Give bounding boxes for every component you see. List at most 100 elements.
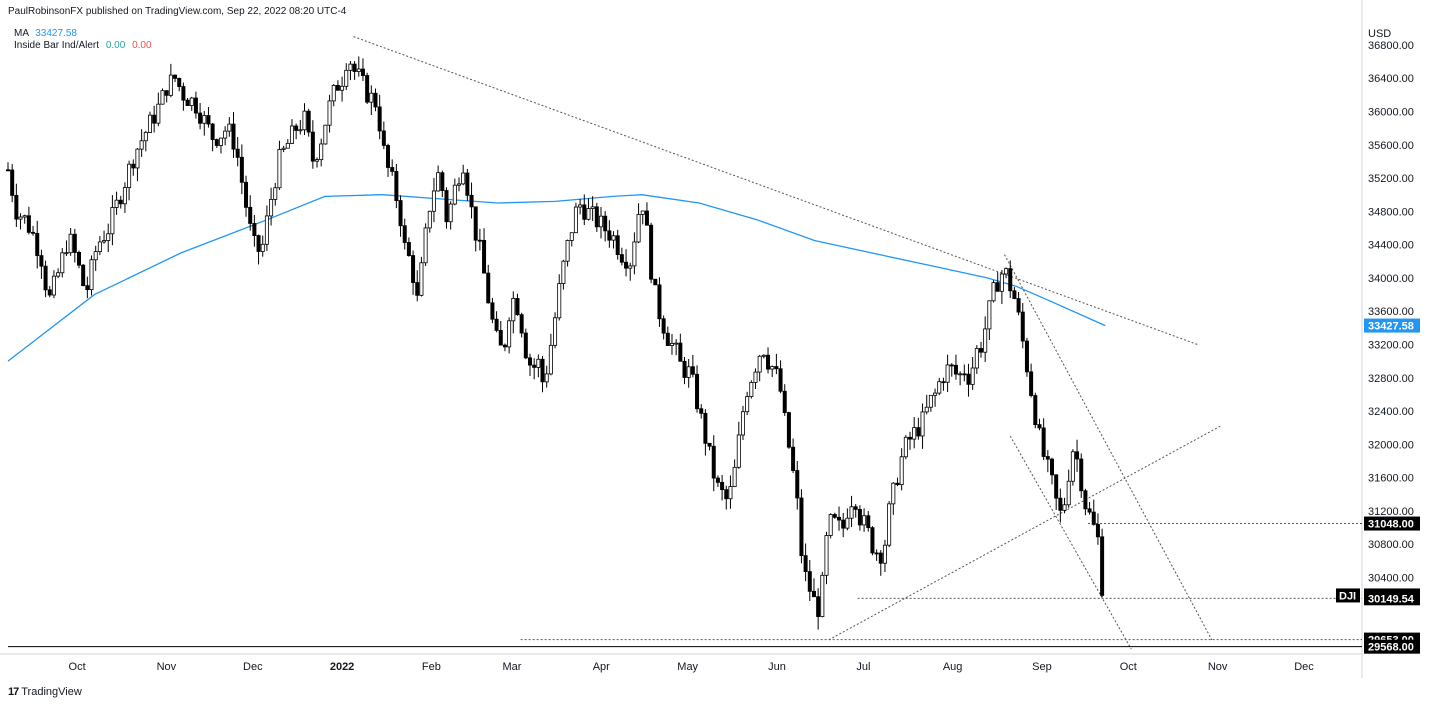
candle-body — [695, 373, 700, 410]
candle-body — [310, 131, 315, 162]
candle-body — [966, 373, 971, 385]
candle-body — [632, 241, 637, 267]
candle-body — [22, 215, 27, 218]
candle-body — [544, 373, 549, 383]
candle-body — [937, 381, 942, 394]
candle-body — [528, 357, 533, 366]
level-30149-tag[interactable] — [1364, 591, 1420, 606]
candle-body — [352, 63, 357, 72]
y-tick-label: 32800.00 — [1368, 373, 1414, 385]
candle-body — [152, 114, 157, 124]
candle-body — [657, 284, 662, 320]
candle-body — [31, 231, 36, 234]
candle-body — [799, 497, 804, 557]
upper-downtrend-line[interactable] — [353, 36, 1198, 345]
ma-label: MA — [14, 28, 29, 39]
candle-body — [81, 264, 86, 287]
candle-body — [995, 282, 1000, 292]
candle-body — [540, 358, 545, 383]
candle-body — [841, 519, 846, 529]
tradingview-logo-icon: 17 — [8, 686, 19, 698]
candle-body — [427, 210, 432, 229]
y-tick-label: 36800.00 — [1368, 40, 1414, 52]
candle-body — [168, 74, 173, 96]
candle-body — [68, 233, 73, 254]
candle-body — [319, 143, 324, 161]
candle-body — [498, 330, 503, 346]
candle-body — [344, 69, 349, 87]
candle-body — [35, 232, 40, 257]
candle-body — [1041, 427, 1046, 457]
candle-body — [97, 241, 102, 253]
candle-body — [327, 100, 332, 126]
inside-bar-label: Inside Bar Ind/Alert — [14, 40, 100, 51]
candle-body — [649, 224, 654, 280]
candle-body — [933, 392, 938, 396]
symbol-tag[interactable] — [1336, 588, 1360, 603]
moving-average-line — [7, 194, 1106, 362]
candle-body — [920, 411, 925, 437]
x-tick-label: Nov — [157, 661, 177, 673]
candle-body — [64, 252, 69, 255]
level-31048-tag[interactable] — [1364, 516, 1420, 531]
symbol-tag-label: DJI — [1339, 590, 1356, 602]
tradingview-logo-text: TradingView — [21, 686, 82, 698]
candle-body — [106, 233, 111, 241]
candle-body — [218, 137, 223, 146]
candle-body — [824, 535, 829, 576]
candle-body — [699, 408, 704, 414]
candle-body — [644, 210, 649, 226]
inside-bar-legend[interactable]: Inside Bar Ind/Alert 0.00 0.00 — [14, 40, 152, 51]
candle-body — [882, 544, 887, 564]
candle-body — [674, 342, 679, 345]
ma-value: 33427.58 — [35, 28, 77, 39]
level-29568-tag[interactable] — [1364, 639, 1420, 654]
candle-body — [60, 252, 65, 274]
candle-body — [210, 123, 215, 140]
candle-body — [402, 225, 407, 243]
candle-body — [745, 396, 750, 413]
ma-legend[interactable]: MA 33427.58 — [14, 28, 77, 39]
candle-body — [795, 470, 800, 499]
candle-body — [536, 358, 541, 368]
candle-body — [1100, 536, 1105, 596]
candle-body — [820, 574, 825, 617]
candle-body — [707, 442, 712, 447]
candle-body — [870, 527, 875, 554]
steep-downtrend-line-inner[interactable] — [1009, 435, 1132, 650]
candle-body — [628, 265, 633, 269]
inside-bar-value-2: 0.00 — [132, 40, 152, 51]
x-tick-label: May — [677, 661, 698, 673]
candle-body — [1008, 268, 1013, 292]
candle-body — [720, 481, 725, 491]
candle-body — [598, 215, 603, 228]
tradingview-logo[interactable]: 17 TradingView — [8, 686, 82, 698]
candle-body — [624, 261, 629, 269]
x-tick-label: Dec — [1294, 661, 1314, 673]
candle-body — [878, 552, 883, 564]
candle-body — [511, 298, 516, 322]
candle-body — [139, 140, 144, 150]
steep-downtrend-line-outer[interactable] — [1004, 254, 1213, 641]
candle-body — [360, 68, 365, 76]
candle-body — [786, 412, 791, 448]
candle-body — [377, 106, 382, 132]
candle-body — [1091, 511, 1096, 525]
candle-body — [791, 446, 796, 471]
candle-body — [653, 278, 658, 286]
candle-body — [118, 199, 123, 205]
candle-body — [899, 456, 904, 486]
candle-body — [523, 332, 528, 359]
candle-body — [110, 207, 115, 235]
candle-body — [686, 366, 691, 378]
y-tick-label: 33600.00 — [1368, 306, 1414, 318]
candle-body — [469, 194, 474, 208]
candle-body — [715, 477, 720, 483]
candle-body — [749, 382, 754, 398]
candle-body — [678, 342, 683, 362]
ma-tag[interactable] — [1364, 318, 1420, 333]
candle-body — [39, 255, 44, 267]
candle-body — [807, 571, 812, 592]
candle-body — [156, 103, 161, 124]
